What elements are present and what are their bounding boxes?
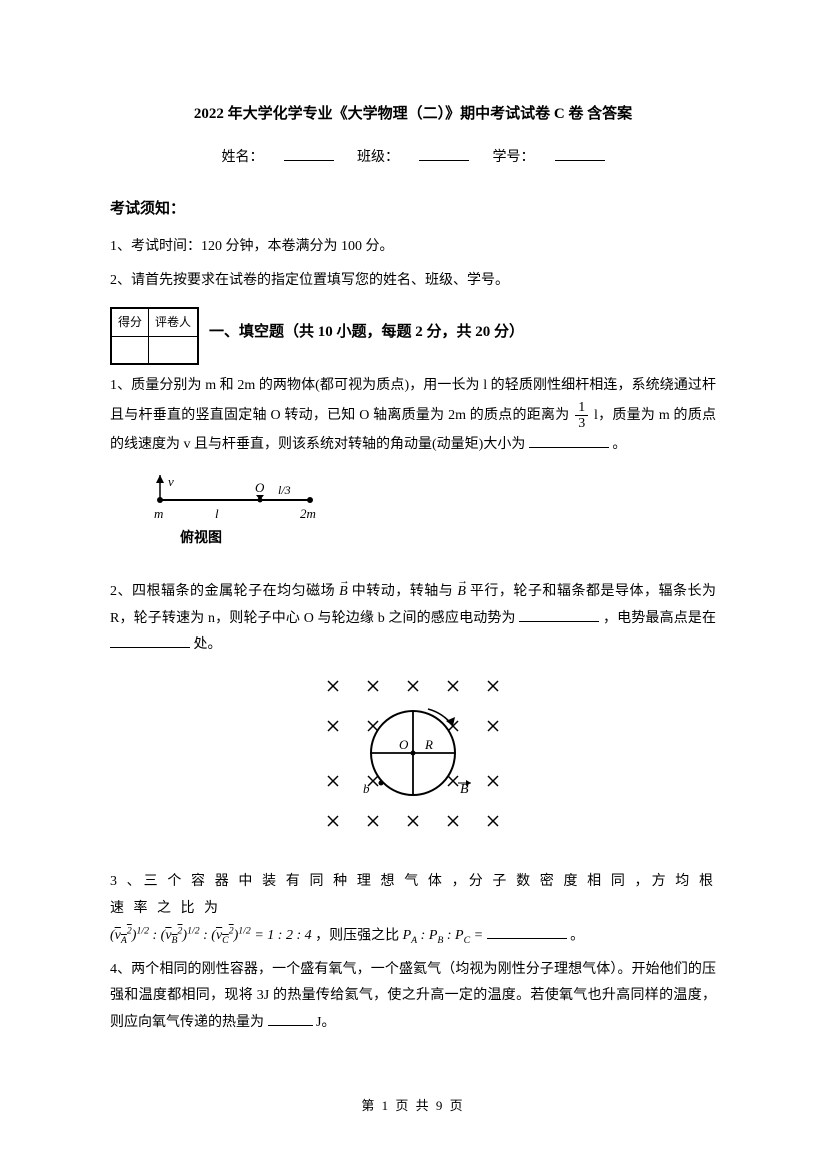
q3-formula: (vA2)1/2 : (vB2)1/2 : (vC2)1/2 = 1 : 2 :… [110, 928, 312, 943]
q4-unit: J。 [316, 1015, 335, 1030]
question-3: 3 、三 个 容 器 中 装 有 同 种 理 想 气 体 ，分 子 数 密 度 … [110, 869, 716, 950]
q3-text-a: 3 、三 个 容 器 中 装 有 同 种 理 想 气 体 ，分 子 数 密 度 … [110, 874, 716, 916]
figure-1-rod: v O l/3 m l 2m 俯视图 [140, 470, 716, 561]
q2-text-b: 中转动，转轴与 [352, 584, 454, 599]
question-1: 1、质量分别为 m 和 2m 的两物体(都可视为质点)，用一长为 l 的轻质刚性… [110, 373, 716, 458]
fig1-l-label: l [215, 506, 219, 521]
fig1-v-label: v [168, 474, 174, 489]
fig1-caption: 俯视图 [180, 529, 222, 546]
vector-B: B [457, 579, 466, 606]
name-label: 姓名： [222, 150, 264, 165]
q3-text-b: ，则压强之比 [315, 928, 399, 943]
figure-2-wheel: O R b B [110, 671, 716, 852]
id-label: 学号： [493, 150, 535, 165]
notice-item: 1、考试时间：120 分钟，本卷满分为 100 分。 [110, 234, 716, 261]
notice-heading: 考试须知： [110, 195, 716, 224]
q3-ratio: PA : PB : PC = [403, 928, 487, 943]
name-blank [284, 147, 334, 161]
vector-B: B [339, 579, 348, 606]
section-header-row: 得分评卷人 一、填空题（共 10 小题，每题 2 分，共 20 分） [110, 307, 716, 366]
fig1-l3-label: l/3 [278, 483, 291, 497]
fig1-2m-label: 2m [300, 506, 316, 521]
fig2-O-label: O [399, 737, 409, 752]
q2-text-d: ，电势最高点是在 [603, 611, 716, 626]
fraction-1-3: 13 [575, 400, 588, 432]
question-2: 2、四根辐条的金属轮子在均匀磁场 B 中转动，转轴与 B 平行，轮子和辐条都是导… [110, 579, 716, 659]
section-1-title: 一、填空题（共 10 小题，每题 2 分，共 20 分） [209, 318, 524, 347]
page-title: 2022 年大学化学专业《大学物理（二）》期中考试试卷 C 卷 含答案 [110, 100, 716, 129]
fig1-m-label: m [154, 506, 163, 521]
question-4: 4、两个相同的刚性容器，一个盛有氧气，一个盛氦气（均视为刚性分子理想气体）。开始… [110, 957, 716, 1037]
answer-blank [519, 608, 599, 622]
q2-text-a: 2、四根辐条的金属轮子在均匀磁场 [110, 584, 335, 599]
score-box: 得分评卷人 [110, 307, 199, 366]
class-label: 班级： [357, 150, 399, 165]
answer-blank [487, 925, 567, 939]
q1-text-c: 。 [612, 437, 626, 452]
class-blank [419, 147, 469, 161]
fig2-R-label: R [424, 737, 433, 752]
notice-item: 2、请首先按要求在试卷的指定位置填写您的姓名、班级、学号。 [110, 268, 716, 295]
q2-text-e: 处。 [194, 637, 222, 652]
id-blank [555, 147, 605, 161]
q3-text-c: 。 [570, 928, 584, 943]
score-cell: 得分 [112, 308, 149, 336]
q4-text-a: 4、两个相同的刚性容器，一个盛有氧气，一个盛氦气（均视为刚性分子理想气体）。开始… [110, 962, 716, 1030]
page-footer: 第 1 页 共 9 页 [0, 1094, 826, 1119]
fig2-b-label: b [363, 781, 370, 796]
answer-blank [110, 634, 190, 648]
answer-blank [529, 434, 609, 448]
fig1-O-label: O [255, 480, 265, 495]
answer-blank [268, 1012, 313, 1026]
grader-cell: 评卷人 [149, 308, 198, 336]
student-info-row: 姓名： 班级： 学号： [110, 145, 716, 172]
